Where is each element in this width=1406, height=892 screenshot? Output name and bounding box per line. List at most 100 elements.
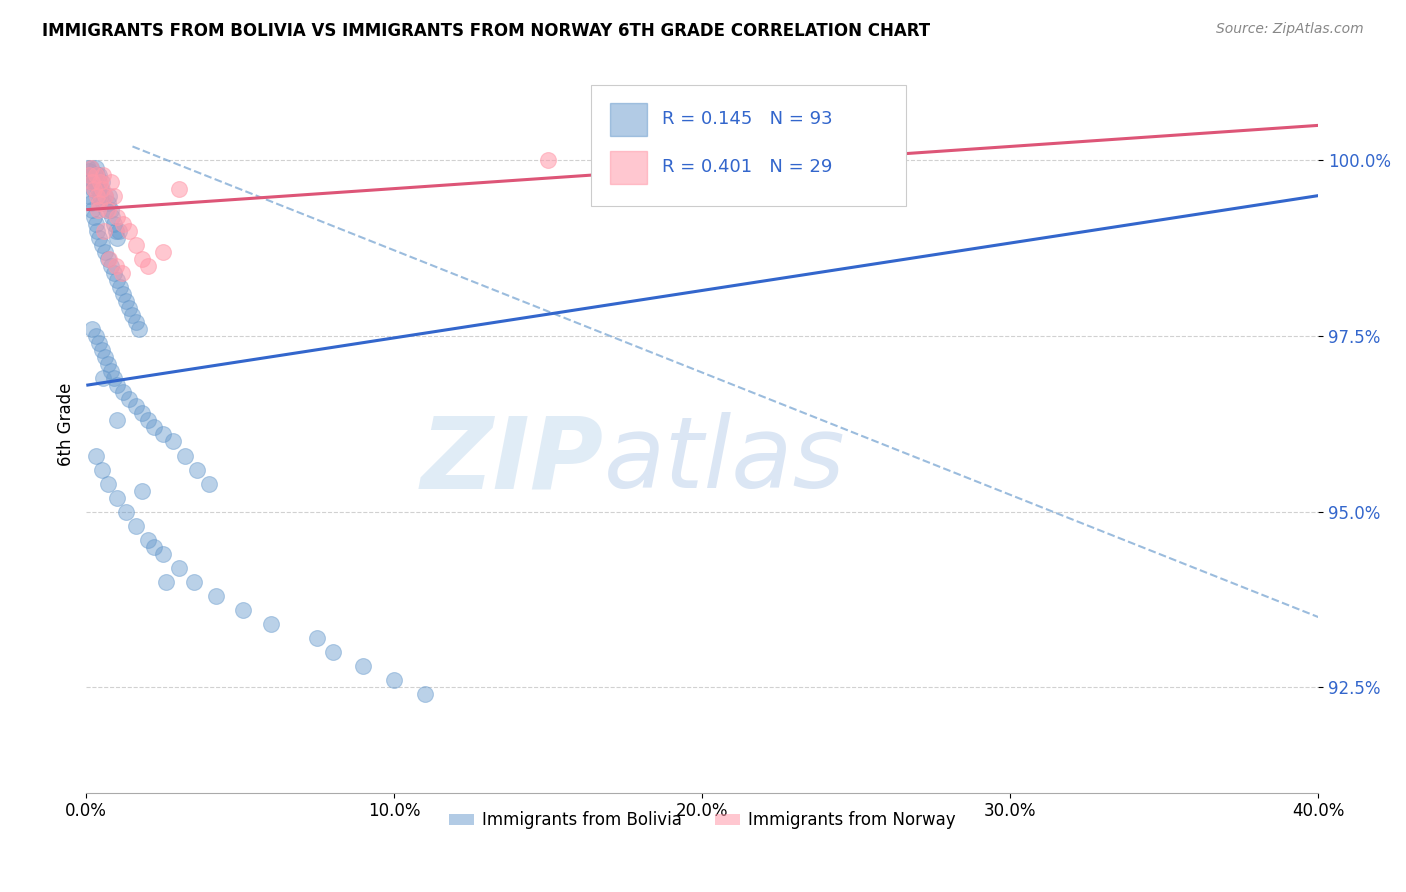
Point <box>90 181 112 195</box>
Point <box>124 237 146 252</box>
Point <box>100 175 122 189</box>
Point <box>83 210 105 224</box>
Point <box>94 350 117 364</box>
Point <box>232 603 254 617</box>
Point <box>86 224 108 238</box>
Point <box>97 202 120 217</box>
Point <box>79 168 101 182</box>
Point <box>94 188 117 202</box>
Text: IMMIGRANTS FROM BOLIVIA VS IMMIGRANTS FROM NORWAY 6TH GRADE CORRELATION CHART: IMMIGRANTS FROM BOLIVIA VS IMMIGRANTS FR… <box>42 22 931 40</box>
Point <box>84 161 107 175</box>
Point <box>87 181 110 195</box>
Point <box>136 533 159 547</box>
Point <box>845 153 868 168</box>
Point <box>86 188 108 202</box>
Point <box>89 188 111 202</box>
Point <box>136 413 159 427</box>
Point <box>97 357 120 371</box>
Point <box>82 202 104 217</box>
Point <box>84 168 107 182</box>
Point <box>105 491 128 505</box>
Point <box>83 175 105 189</box>
Point <box>152 547 174 561</box>
Point <box>87 231 110 245</box>
Point <box>198 476 221 491</box>
Point <box>96 202 118 217</box>
Point <box>79 168 101 182</box>
Point <box>124 315 146 329</box>
Point <box>143 420 166 434</box>
Point <box>143 540 166 554</box>
Point <box>89 175 111 189</box>
Point <box>128 322 150 336</box>
Point <box>204 589 226 603</box>
Point <box>87 202 110 217</box>
Point <box>103 188 125 202</box>
Point <box>82 322 104 336</box>
Point <box>121 308 143 322</box>
Point <box>112 287 135 301</box>
Point <box>413 687 436 701</box>
Text: Source: ZipAtlas.com: Source: ZipAtlas.com <box>1216 22 1364 37</box>
Point <box>103 217 125 231</box>
Point <box>105 378 128 392</box>
Point <box>131 483 153 498</box>
Point <box>90 181 112 195</box>
Point <box>103 371 125 385</box>
Text: ZIP: ZIP <box>420 412 603 509</box>
Point <box>105 273 128 287</box>
Point <box>97 252 120 266</box>
Point <box>124 518 146 533</box>
Point <box>167 181 190 195</box>
Point <box>118 301 141 315</box>
Point <box>87 195 110 210</box>
FancyBboxPatch shape <box>610 103 647 136</box>
Point <box>112 217 135 231</box>
Point <box>97 476 120 491</box>
Point <box>87 175 110 189</box>
Point <box>97 195 120 210</box>
Point <box>80 195 103 210</box>
Point <box>79 171 101 186</box>
Point <box>115 293 138 308</box>
Point <box>162 434 184 449</box>
Point <box>131 406 153 420</box>
Point <box>105 231 128 245</box>
Point <box>108 280 131 294</box>
Point <box>105 210 128 224</box>
Point <box>186 462 208 476</box>
Point <box>82 181 104 195</box>
Point <box>107 224 129 238</box>
Legend: Immigrants from Bolivia, Immigrants from Norway: Immigrants from Bolivia, Immigrants from… <box>441 805 963 836</box>
Point <box>152 427 174 442</box>
Point <box>104 224 127 238</box>
Text: R = 0.145   N = 93: R = 0.145 N = 93 <box>662 111 832 128</box>
Point <box>103 266 125 280</box>
Point <box>93 224 115 238</box>
FancyBboxPatch shape <box>610 151 647 185</box>
Point <box>90 462 112 476</box>
Point <box>84 329 107 343</box>
Point <box>101 210 124 224</box>
Point <box>260 617 283 632</box>
Point <box>155 574 177 589</box>
Point <box>322 645 344 659</box>
Point <box>84 449 107 463</box>
Point <box>84 175 107 189</box>
Point <box>131 252 153 266</box>
Point <box>82 175 104 189</box>
FancyBboxPatch shape <box>592 85 905 206</box>
Point <box>94 244 117 259</box>
Point <box>80 161 103 175</box>
Point <box>84 217 107 231</box>
Point <box>115 505 138 519</box>
Point <box>136 259 159 273</box>
Point <box>118 224 141 238</box>
Point <box>90 237 112 252</box>
Point <box>98 188 121 202</box>
Point <box>90 175 112 189</box>
Point <box>77 164 100 178</box>
Point <box>84 168 107 182</box>
Point <box>167 561 190 575</box>
Point <box>90 343 112 358</box>
